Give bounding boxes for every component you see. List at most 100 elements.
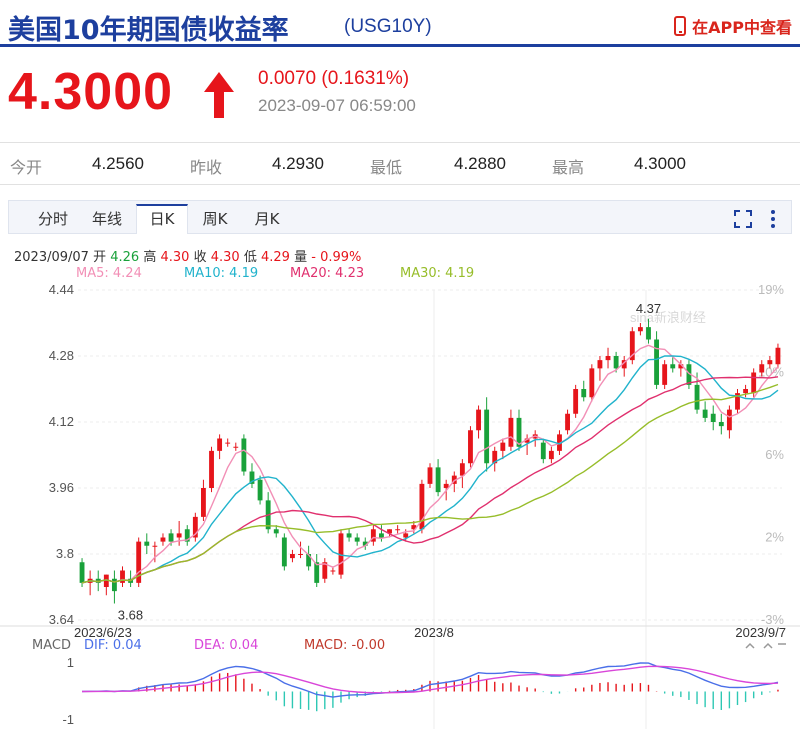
dea-line — [82, 665, 779, 694]
candle-body — [136, 541, 142, 583]
macd-dea-legend: DEA: 0.04 — [194, 638, 259, 653]
ma30-line — [81, 383, 779, 584]
candle-body — [395, 529, 401, 531]
candle-body — [160, 537, 166, 542]
candle-body — [646, 327, 651, 340]
y-tick-label: 3.96 — [49, 480, 74, 495]
candlestick-chart: 4.444.284.123.963.83.6419%10%6%2%-3%sina… — [0, 280, 800, 729]
max-annotation: 4.37 — [636, 301, 661, 316]
candle-body — [387, 529, 392, 534]
candle-body — [103, 574, 109, 587]
candle-body — [468, 430, 473, 464]
candle-body — [662, 364, 668, 385]
candle-body — [249, 471, 255, 484]
candle-body — [694, 384, 700, 410]
open-in-app-link[interactable]: 在APP中查看 — [674, 14, 792, 38]
candle-body — [516, 417, 522, 447]
tab-daily-k[interactable]: 日K — [136, 204, 188, 234]
ohlc-close: 4.30 — [210, 250, 240, 265]
candle-body — [427, 467, 433, 484]
tab-weekly-k[interactable]: 周K — [202, 210, 228, 228]
candle-body — [573, 389, 579, 414]
candle-body — [403, 533, 409, 538]
ticker-code: (USG10Y) — [344, 16, 432, 37]
more-vertical-icon[interactable] — [768, 209, 778, 229]
tab-yearly[interactable]: 年线 — [91, 210, 122, 228]
stat-low-value: 4.2880 — [454, 154, 506, 173]
candle-body — [176, 533, 182, 538]
ohlc-date: 2023/09/07 — [14, 250, 89, 265]
candle-body — [419, 483, 425, 530]
candle-body — [241, 438, 247, 472]
open-in-app-label: 在APP中查看 — [692, 18, 792, 37]
ma20-legend: MA20: 4.23 — [290, 266, 365, 281]
stat-high-value: 4.3000 — [634, 154, 686, 173]
candle-body — [670, 364, 676, 369]
candle-body — [500, 442, 506, 451]
stat-low-label: 最低 — [370, 158, 403, 177]
stat-open-label: 今开 — [10, 158, 43, 177]
candle-body — [581, 389, 587, 398]
ohlc-open-label: 开 — [93, 250, 107, 265]
phone-icon — [674, 16, 687, 36]
candle-body — [751, 372, 757, 394]
candle-body — [184, 529, 190, 542]
collapse-icon — [763, 642, 773, 649]
candle-body — [346, 533, 352, 538]
pct-tick-label: 6% — [765, 447, 784, 462]
tab-monthly-k[interactable]: 月K — [254, 210, 280, 228]
candle-body — [233, 446, 239, 448]
ma10-legend: MA10: 4.19 — [184, 266, 259, 281]
candle-body — [508, 417, 514, 447]
candle-body — [290, 554, 295, 559]
quote-timestamp: 2023-09-07 06:59:00 — [258, 96, 416, 115]
tab-intraday[interactable]: 分时 — [37, 210, 68, 228]
y-tick-label: 4.28 — [49, 348, 74, 363]
ohlc-low: 4.29 — [260, 250, 290, 265]
candle-body — [120, 570, 125, 583]
candle-body — [710, 413, 716, 422]
y-tick-label: 4.12 — [49, 414, 74, 429]
ohlc-pct: 0.99% — [320, 250, 362, 265]
candle-body — [330, 570, 336, 572]
candle-body — [735, 393, 740, 410]
ma5-legend: MA5: 4.24 — [76, 266, 142, 281]
x-tick-label: 2023/9/7 — [735, 625, 786, 640]
macd-tick-label: 1 — [67, 655, 74, 670]
ma10-line — [81, 355, 779, 584]
candle-body — [298, 554, 303, 555]
min-annotation: 3.68 — [118, 608, 143, 623]
title-divider — [0, 44, 800, 47]
candle-body — [144, 541, 150, 546]
x-tick-label: 2023/8 — [414, 625, 454, 640]
fullscreen-icon[interactable] — [734, 210, 752, 228]
candle-body — [111, 578, 117, 592]
candle-body — [225, 442, 231, 444]
candle-body — [492, 450, 498, 464]
chart-background — [0, 280, 800, 729]
ohlc-readout: 2023/09/07 开 4.26 高 4.30 收 4.30 低 4.29 量… — [14, 246, 361, 265]
y-tick-label: 3.8 — [56, 546, 74, 561]
candle-body — [338, 533, 344, 575]
pct-tick-label: 2% — [765, 530, 784, 545]
candle-body — [411, 525, 417, 530]
ohlc-open: 4.26 — [110, 250, 140, 265]
candle-body — [678, 364, 684, 369]
candle-body — [726, 409, 732, 431]
y-tick-label: 4.44 — [49, 282, 74, 297]
stat-prev-close-label: 昨收 — [190, 158, 223, 177]
macd-dif-legend: DIF: 0.04 — [84, 638, 142, 653]
candle-body — [654, 339, 660, 385]
candle-body — [605, 356, 611, 361]
candle-body — [718, 422, 724, 427]
candle-body — [192, 516, 198, 538]
pct-tick-label: 19% — [758, 282, 784, 297]
candle-body — [484, 409, 490, 464]
current-price: 4.3000 — [8, 63, 174, 121]
candle-body — [257, 479, 263, 501]
candle-body — [476, 409, 481, 431]
candle-body — [435, 467, 441, 493]
price-change: 0.0070 (0.1631%) — [258, 68, 410, 89]
ma30-legend: MA30: 4.19 — [400, 266, 475, 281]
candle-body — [443, 483, 449, 488]
